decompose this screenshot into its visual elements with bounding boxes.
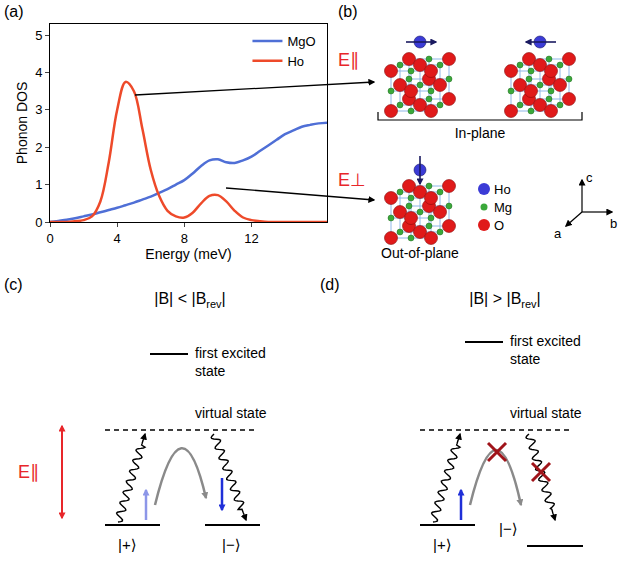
svg-text:state: state [510, 351, 541, 367]
svg-text:a: a [554, 226, 562, 241]
svg-text:Out-of-plane: Out-of-plane [381, 245, 459, 261]
svg-text:virtual state: virtual state [510, 405, 582, 421]
svg-text:b: b [610, 216, 617, 231]
svg-text:first excited: first excited [195, 345, 266, 361]
svg-text:|−⟩: |−⟩ [222, 536, 241, 553]
svg-text:|−⟩: |−⟩ [499, 520, 518, 537]
svg-text:E∥: E∥ [338, 50, 359, 70]
svg-text:(a): (a) [4, 3, 24, 20]
svg-text:4: 4 [114, 231, 121, 246]
svg-text:E⊥: E⊥ [338, 170, 366, 190]
svg-text:Phonon DOS: Phonon DOS [14, 82, 30, 165]
svg-text:MgO: MgO [287, 34, 315, 49]
svg-text:Ho: Ho [287, 54, 304, 69]
svg-text:12: 12 [244, 231, 258, 246]
svg-text:Ho: Ho [494, 182, 511, 197]
svg-text:3: 3 [35, 102, 42, 117]
svg-text:Energy (meV): Energy (meV) [145, 246, 231, 262]
svg-text:0: 0 [46, 231, 53, 246]
svg-text:E∥: E∥ [18, 462, 39, 482]
svg-text:(c): (c) [4, 276, 23, 293]
svg-text:|B| < |Brev|: |B| < |Brev| [154, 290, 225, 310]
svg-text:2: 2 [35, 140, 42, 155]
svg-text:|+⟩: |+⟩ [118, 536, 137, 553]
svg-text:5: 5 [35, 28, 42, 43]
svg-text:virtual state: virtual state [195, 405, 267, 421]
svg-text:O: O [494, 218, 504, 233]
svg-text:|+⟩: |+⟩ [433, 536, 452, 553]
svg-text:(b): (b) [338, 3, 358, 20]
svg-text:In-plane: In-plane [455, 125, 506, 141]
svg-text:8: 8 [181, 231, 188, 246]
svg-text:4: 4 [35, 65, 42, 80]
svg-text:Mg: Mg [494, 200, 512, 215]
svg-text:|B| > |Brev|: |B| > |Brev| [469, 290, 540, 310]
svg-text:first excited: first excited [510, 333, 581, 349]
svg-text:c: c [586, 170, 593, 185]
svg-text:0: 0 [35, 215, 42, 230]
svg-text:state: state [195, 363, 226, 379]
svg-text:1: 1 [35, 177, 42, 192]
svg-text:(d): (d) [320, 276, 340, 293]
